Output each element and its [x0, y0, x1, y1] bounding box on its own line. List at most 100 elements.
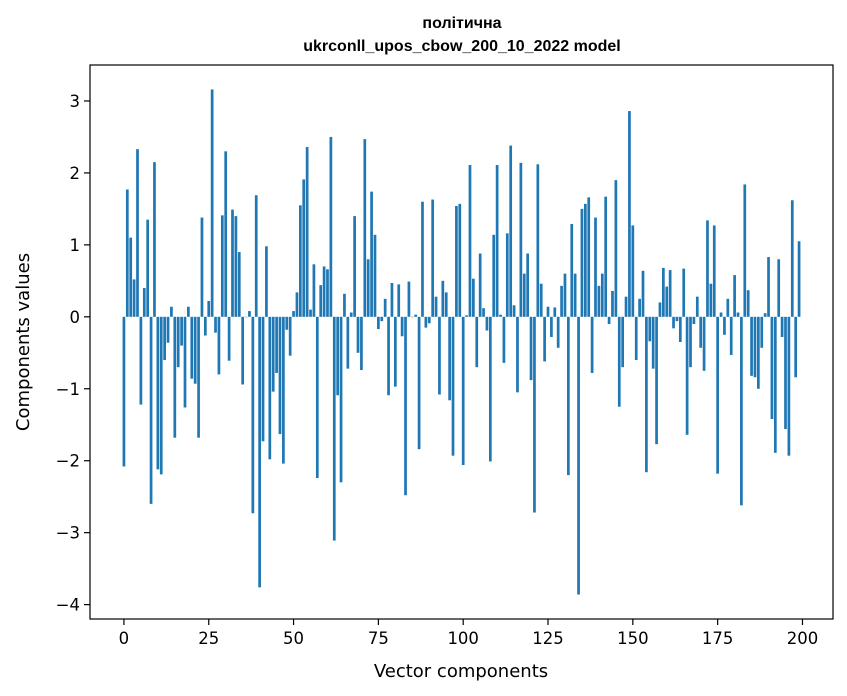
- bar: [444, 292, 448, 317]
- bar: [577, 316, 580, 595]
- bar: [227, 316, 231, 361]
- bar: [546, 306, 550, 317]
- bar: [699, 316, 703, 348]
- bar: [733, 275, 736, 317]
- bar: [349, 312, 353, 317]
- bar: [417, 316, 421, 450]
- bar: [319, 285, 323, 317]
- bar: [309, 309, 312, 317]
- y-tick-label: 3: [70, 92, 81, 111]
- x-tick-label: 0: [119, 629, 130, 648]
- bar: [614, 180, 618, 317]
- bar: [217, 316, 221, 375]
- bar: [665, 286, 669, 317]
- bar: [794, 316, 798, 378]
- bar: [346, 316, 350, 369]
- plot-frame: [89, 64, 834, 620]
- bar: [536, 164, 540, 317]
- bar: [692, 316, 696, 325]
- bar: [187, 306, 190, 317]
- bar: [624, 296, 628, 317]
- bar: [757, 316, 760, 389]
- bar: [400, 316, 404, 337]
- bar: [621, 316, 625, 368]
- bar: [516, 316, 519, 393]
- bar: [502, 316, 506, 363]
- bar: [662, 267, 665, 317]
- bar: [125, 189, 129, 317]
- bar: [628, 111, 631, 317]
- bar: [404, 316, 407, 496]
- bar: [285, 316, 289, 330]
- bar: [519, 162, 523, 317]
- bar: [421, 201, 424, 317]
- bar: [241, 316, 245, 385]
- bar: [716, 316, 719, 474]
- bar: [427, 316, 431, 324]
- bar: [248, 311, 251, 317]
- bar: [560, 285, 563, 317]
- bar: [556, 316, 560, 348]
- bar: [723, 316, 726, 335]
- bar: [743, 184, 747, 317]
- bar: [295, 292, 299, 317]
- bar: [254, 195, 258, 317]
- bar: [414, 314, 418, 317]
- bar: [343, 293, 346, 317]
- bar: [339, 316, 343, 483]
- bar: [353, 216, 356, 317]
- bar: [383, 298, 387, 317]
- bar: [136, 149, 139, 317]
- bar: [363, 139, 367, 317]
- bar: [499, 314, 502, 317]
- bar: [329, 136, 333, 317]
- bar: [288, 316, 292, 356]
- bar: [587, 197, 591, 317]
- bar: [139, 316, 143, 405]
- bar: [533, 316, 536, 513]
- bar: [485, 316, 489, 331]
- bar: [387, 316, 390, 396]
- y-tick-label: −3: [56, 524, 80, 543]
- bar: [132, 279, 136, 317]
- bar: [763, 313, 767, 317]
- bar: [526, 253, 530, 317]
- y-tick-label: 2: [70, 164, 81, 183]
- bar: [611, 290, 614, 317]
- bar: [159, 316, 163, 475]
- bar: [594, 217, 597, 317]
- bar: [777, 259, 781, 317]
- bar: [678, 316, 682, 342]
- bar: [434, 296, 438, 317]
- bar: [567, 316, 570, 476]
- bar: [760, 316, 764, 348]
- bar: [261, 316, 265, 442]
- y-tick-label: 1: [70, 236, 81, 255]
- bar: [322, 266, 326, 317]
- bar: [258, 316, 261, 588]
- bar: [441, 280, 445, 317]
- bar: [370, 191, 373, 317]
- chart-subtitle: ukrconll_upos_cbow_200_10_2022 model: [303, 38, 620, 55]
- bar: [512, 305, 516, 317]
- bar: [393, 316, 397, 387]
- bar: [495, 165, 499, 317]
- bar: [360, 316, 363, 371]
- bar: [190, 316, 194, 379]
- bar: [709, 283, 713, 317]
- bar: [210, 89, 214, 317]
- bar: [129, 237, 133, 317]
- bar: [651, 316, 655, 369]
- bar: [207, 300, 211, 317]
- bar: [332, 316, 336, 541]
- bar: [275, 316, 278, 373]
- bar: [478, 253, 482, 317]
- bar: [590, 316, 594, 373]
- bar: [655, 316, 658, 445]
- bar: [583, 203, 587, 317]
- bar: [170, 306, 173, 317]
- bar: [790, 200, 794, 317]
- bar: [237, 252, 241, 317]
- bar: [214, 316, 217, 333]
- bar: [468, 165, 472, 317]
